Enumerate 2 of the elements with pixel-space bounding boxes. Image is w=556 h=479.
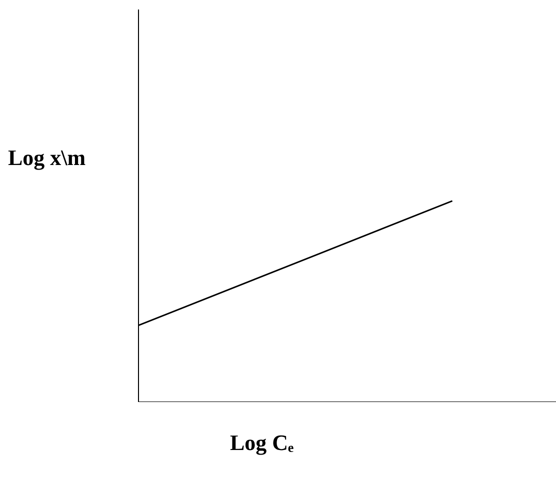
y-axis-title: Log x\m — [8, 145, 86, 171]
x-axis-title: Log Cₑ — [230, 430, 294, 456]
